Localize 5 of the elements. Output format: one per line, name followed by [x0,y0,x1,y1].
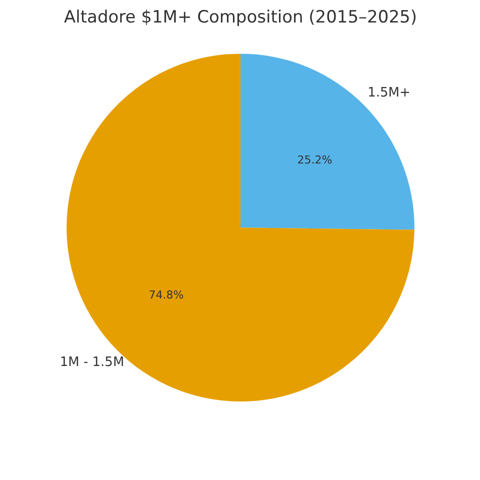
slice-label: 1.5M+ [368,85,410,100]
data-label: 74.8% [148,288,184,302]
slice-label: 1M - 1.5M [60,354,124,370]
chart-title: Altadore $1M+ Composition (2015–2025) [64,8,417,28]
data-label: 25.2% [297,154,332,167]
